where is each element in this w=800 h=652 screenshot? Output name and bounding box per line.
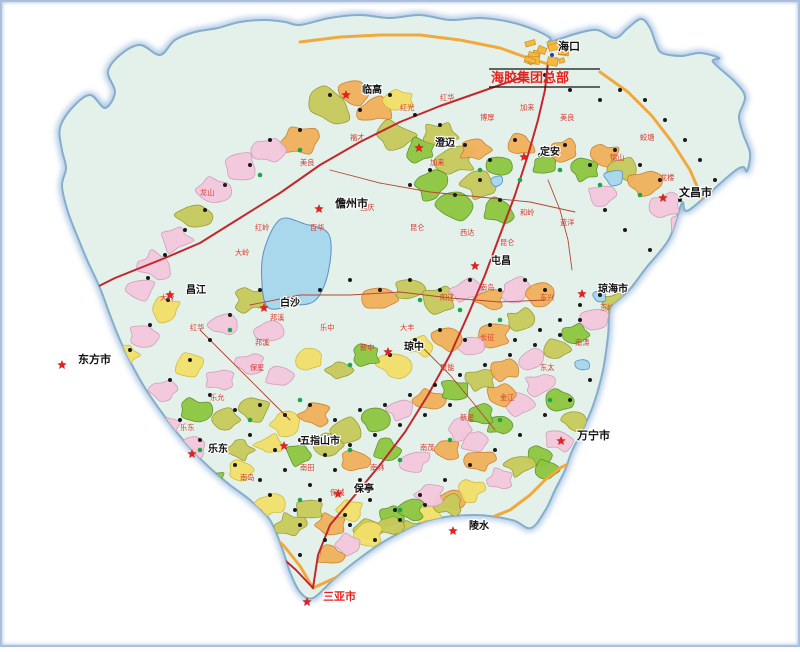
svg-text:百华: 百华 xyxy=(310,223,324,232)
svg-text:保星: 保星 xyxy=(250,363,264,372)
svg-text:三亚市: 三亚市 xyxy=(323,589,356,603)
svg-text:福才: 福才 xyxy=(350,133,364,142)
svg-text:大岭: 大岭 xyxy=(235,248,249,257)
svg-text:南岛: 南岛 xyxy=(480,283,494,292)
svg-text:红岭: 红岭 xyxy=(255,223,269,232)
svg-text:红光: 红光 xyxy=(400,103,414,112)
svg-text:万宁市: 万宁市 xyxy=(576,428,610,442)
svg-text:五指山市: 五指山市 xyxy=(300,434,340,447)
svg-text:澄迈: 澄迈 xyxy=(435,136,455,149)
svg-text:乐中: 乐中 xyxy=(320,323,334,332)
svg-text:定安: 定安 xyxy=(540,145,560,158)
svg-text:美良: 美良 xyxy=(300,158,314,167)
svg-text:美良: 美良 xyxy=(560,113,574,122)
svg-text:加来: 加来 xyxy=(430,158,444,167)
svg-text:东方市: 东方市 xyxy=(78,352,111,366)
svg-text:南茂: 南茂 xyxy=(420,443,434,452)
svg-text:聚能: 聚能 xyxy=(440,363,454,372)
svg-text:红华: 红华 xyxy=(440,93,454,102)
svg-text:蛟塘: 蛟塘 xyxy=(640,133,654,142)
svg-text:海口: 海口 xyxy=(558,39,580,53)
svg-text:锦山: 锦山 xyxy=(610,153,624,162)
svg-text:金江: 金江 xyxy=(500,393,514,402)
svg-text:阳江: 阳江 xyxy=(440,293,454,302)
svg-text:南涛: 南涛 xyxy=(575,338,589,347)
svg-text:博厚: 博厚 xyxy=(480,113,494,122)
svg-text:和岭: 和岭 xyxy=(520,208,534,217)
svg-text:昆仑: 昆仑 xyxy=(500,238,514,247)
svg-text:蓝洋: 蓝洋 xyxy=(560,218,574,227)
svg-text:临高: 临高 xyxy=(362,83,382,96)
svg-text:红华: 红华 xyxy=(190,323,204,332)
svg-text:文昌市: 文昌市 xyxy=(679,185,712,199)
svg-text:加来: 加来 xyxy=(520,103,534,112)
svg-text:邦溪: 邦溪 xyxy=(255,338,269,347)
svg-text:琼中: 琼中 xyxy=(404,340,424,353)
svg-text:新星: 新星 xyxy=(460,413,474,422)
svg-text:儋州市: 儋州市 xyxy=(335,196,368,210)
svg-text:龙山: 龙山 xyxy=(200,188,214,197)
svg-text:东兴: 东兴 xyxy=(540,293,554,302)
svg-text:昌江: 昌江 xyxy=(186,283,206,296)
svg-text:南田: 南田 xyxy=(300,463,314,472)
svg-text:昆仑: 昆仑 xyxy=(410,223,424,232)
svg-text:龙楼: 龙楼 xyxy=(660,173,674,182)
svg-text:东太: 东太 xyxy=(540,363,554,372)
svg-text:乐允: 乐允 xyxy=(210,393,224,402)
svg-text:白沙: 白沙 xyxy=(280,296,300,309)
svg-text:乐东: 乐东 xyxy=(180,423,194,432)
svg-text:保亭: 保亭 xyxy=(353,482,374,495)
svg-text:陵水: 陵水 xyxy=(469,519,490,532)
svg-text:琼海市: 琼海市 xyxy=(598,282,628,295)
svg-text:海胶集团总部: 海胶集团总部 xyxy=(491,70,569,85)
svg-text:屯昌: 屯昌 xyxy=(491,254,511,267)
svg-text:保国: 保国 xyxy=(195,483,209,492)
svg-text:抱伦: 抱伦 xyxy=(150,453,164,462)
svg-text:邦溪: 邦溪 xyxy=(270,313,284,322)
svg-text:南林: 南林 xyxy=(370,463,384,472)
svg-text:乐东: 乐东 xyxy=(208,442,228,455)
svg-text:西达: 西达 xyxy=(460,228,474,237)
svg-text:大丰: 大丰 xyxy=(400,323,414,332)
svg-text:长征: 长征 xyxy=(480,333,494,342)
svg-text:新中: 新中 xyxy=(360,343,374,352)
svg-text:南岛: 南岛 xyxy=(240,473,254,482)
